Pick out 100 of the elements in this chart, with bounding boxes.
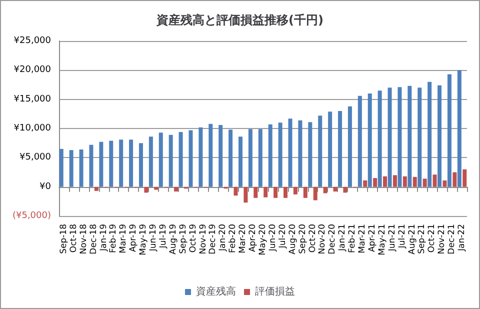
x-tick-label: Oct-19 — [188, 224, 198, 253]
bar — [79, 150, 84, 187]
bar — [358, 96, 362, 187]
bar — [278, 122, 282, 187]
bar — [457, 70, 462, 187]
bar — [447, 74, 452, 187]
x-tick-label: Sep-18 — [58, 224, 69, 254]
x-tick-label: Sep-20 — [298, 224, 308, 254]
x-tick-label: Feb-19 — [108, 224, 119, 253]
bar — [99, 142, 104, 187]
bar — [258, 129, 262, 187]
bar — [392, 175, 397, 187]
bar — [248, 129, 252, 187]
bar — [254, 186, 258, 198]
bar — [428, 82, 432, 187]
bar — [293, 186, 298, 194]
bar — [412, 176, 417, 187]
y-tick-label: (¥5,000) — [12, 211, 51, 221]
x-tick-label: May-20 — [258, 224, 268, 256]
bar — [298, 120, 302, 187]
bar — [234, 186, 238, 196]
x-tick-label: Nov-18 — [78, 224, 89, 254]
x-tick-label: Jan-20 — [218, 224, 228, 252]
x-tick-label: Dec-20 — [328, 224, 338, 254]
bar — [368, 94, 372, 187]
bar — [402, 176, 407, 187]
bar — [138, 143, 143, 187]
x-tick-label: Mar-19 — [118, 224, 129, 254]
x-tick-label: Dec-21 — [447, 224, 458, 254]
bar — [313, 186, 318, 200]
bar — [343, 186, 348, 193]
x-tick-label: Jun-21 — [387, 224, 398, 252]
bar — [432, 174, 437, 187]
bar — [188, 130, 193, 187]
x-tick-label: Jun-19 — [148, 224, 159, 252]
bar — [318, 116, 322, 187]
bar — [363, 180, 368, 187]
x-tick-label: Nov-20 — [318, 224, 328, 254]
bar — [154, 186, 158, 190]
bar — [442, 180, 447, 187]
x-tick-label: Mar-20 — [238, 224, 248, 254]
x-tick-label: Jan-21 — [338, 224, 348, 252]
bar — [378, 90, 382, 187]
x-tick-label: Jan-22 — [457, 224, 468, 252]
x-tick-label: Oct-20 — [308, 224, 318, 253]
bar — [218, 125, 223, 187]
x-tick-label: May-19 — [138, 224, 149, 256]
bar — [348, 106, 352, 187]
bar — [288, 118, 292, 187]
y-tick-label: ¥5,000 — [20, 152, 52, 163]
bar — [264, 186, 268, 198]
bar — [89, 144, 94, 187]
x-tick-label: May-21 — [377, 224, 388, 256]
bar — [144, 186, 148, 193]
bar — [148, 136, 153, 187]
legend-label: 資産残高 — [196, 286, 236, 298]
x-tick-label: Aug-20 — [288, 224, 298, 254]
x-tick-label: Mar-21 — [358, 224, 368, 254]
y-tick-label: ¥15,000 — [14, 94, 52, 104]
x-tick-label: Apr-19 — [128, 224, 139, 252]
bar — [198, 127, 203, 187]
bar — [208, 124, 213, 187]
bar — [94, 186, 98, 191]
bar — [422, 178, 427, 187]
bar — [129, 140, 134, 187]
x-tick-label: Jul-19 — [158, 224, 168, 250]
bar — [333, 186, 338, 192]
x-tick-label: Aug-19 — [168, 224, 178, 254]
bar — [244, 186, 248, 203]
bar — [438, 85, 442, 187]
x-tick-label: Apr-21 — [367, 224, 378, 252]
x-tick-label: Jul-20 — [278, 224, 288, 250]
chart-title: 資産残高と評価損益推移(千円) — [156, 13, 324, 27]
bar — [388, 88, 392, 187]
bar — [119, 140, 124, 187]
x-tick-label: Dec-19 — [208, 224, 218, 254]
bar — [158, 132, 163, 187]
bar — [408, 86, 412, 187]
bar — [284, 186, 288, 198]
y-tick-label: ¥20,000 — [14, 65, 52, 76]
x-tick-label: Apr-20 — [248, 224, 258, 252]
bar — [462, 169, 467, 187]
bar — [303, 186, 308, 198]
bar — [59, 148, 64, 187]
bar — [338, 111, 342, 187]
x-tick-label: Oct-18 — [68, 224, 79, 253]
x-tick-label: Oct-21 — [427, 224, 438, 253]
bar — [178, 132, 183, 187]
bar — [174, 186, 178, 192]
bar — [228, 130, 233, 187]
x-tick-label: Feb-20 — [228, 224, 238, 253]
bar — [383, 176, 388, 187]
y-tick-label: ¥0 — [40, 182, 52, 192]
bar — [418, 88, 422, 187]
bar — [328, 112, 332, 187]
x-tick-label: Feb-21 — [348, 224, 358, 253]
y-tick-label: ¥10,000 — [14, 124, 52, 134]
x-tick-label: Dec-18 — [88, 224, 99, 254]
x-tick-label: Jul-21 — [397, 224, 408, 250]
bar — [274, 186, 278, 198]
